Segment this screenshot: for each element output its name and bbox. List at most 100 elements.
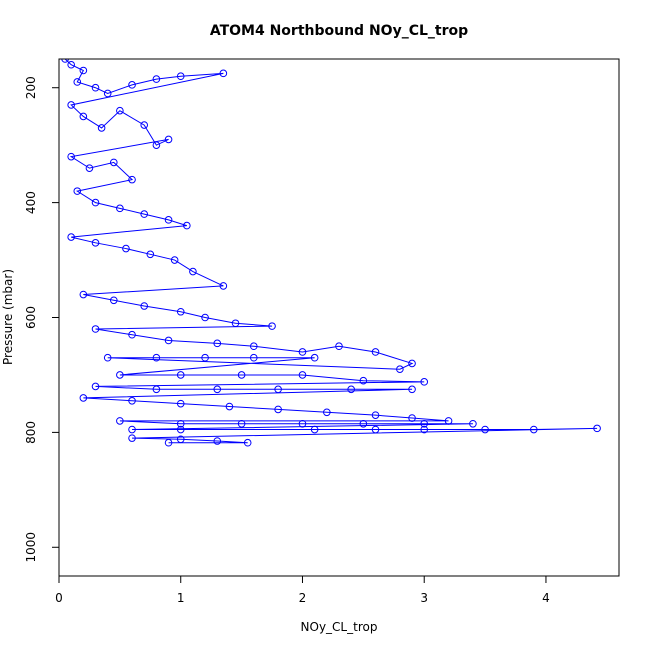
data-point	[152, 353, 161, 362]
data-point	[91, 83, 100, 92]
data-point	[67, 152, 75, 161]
x-tick-label: 0	[55, 591, 63, 605]
data-point	[347, 385, 355, 394]
data-series	[61, 59, 601, 447]
data-point	[128, 434, 136, 442]
data-point	[85, 164, 94, 172]
data-point	[91, 325, 100, 333]
data-point	[116, 417, 124, 425]
x-tick-label: 4	[542, 591, 550, 605]
data-point	[128, 425, 136, 434]
data-point	[420, 419, 429, 428]
data-point	[469, 419, 477, 428]
data-point	[164, 336, 173, 345]
data-point	[91, 198, 100, 207]
data-point	[152, 75, 161, 83]
data-point	[371, 348, 380, 356]
data-point	[201, 313, 209, 322]
data-point	[213, 385, 222, 394]
data-point	[420, 378, 429, 386]
data-point	[164, 135, 173, 144]
data-point	[79, 290, 88, 299]
data-point	[189, 267, 197, 276]
data-point	[146, 250, 155, 259]
data-point	[310, 353, 319, 362]
x-tick-label: 1	[177, 591, 185, 605]
plot-frame	[58, 58, 620, 577]
data-point	[152, 141, 161, 149]
y-tick-label: 800	[24, 421, 38, 444]
data-point	[176, 72, 185, 81]
x-axis-label: NOy_CL_trop	[301, 620, 378, 634]
data-point	[213, 437, 222, 445]
data-point	[444, 417, 453, 425]
y-tick-label: 200	[24, 76, 38, 99]
data-point	[103, 89, 112, 98]
data-point	[323, 408, 331, 417]
data-point	[79, 112, 88, 121]
data-point	[176, 307, 185, 316]
data-point	[79, 394, 88, 402]
data-point	[593, 424, 601, 433]
data-point	[67, 60, 75, 69]
data-point	[420, 425, 429, 434]
data-point	[79, 66, 88, 75]
data-point	[298, 348, 307, 356]
data-point	[128, 330, 136, 339]
data-point	[97, 124, 106, 132]
data-point	[298, 371, 307, 379]
data-point	[91, 382, 100, 391]
data-point	[91, 239, 100, 247]
data-point	[128, 81, 136, 89]
data-point	[359, 419, 368, 428]
data-point	[408, 385, 416, 394]
data-point	[73, 78, 82, 86]
data-point	[73, 187, 82, 195]
series-line	[64, 59, 598, 444]
data-point	[122, 244, 130, 253]
data-point	[128, 175, 136, 184]
data-point	[183, 221, 191, 230]
data-point	[116, 371, 124, 379]
data-point	[298, 419, 307, 428]
data-point	[219, 69, 228, 78]
data-point	[335, 342, 343, 351]
data-point	[67, 233, 75, 241]
data-point	[103, 353, 112, 362]
data-point	[164, 438, 173, 447]
y-axis: 200 400 600 800 1000	[24, 76, 60, 563]
data-point	[359, 376, 368, 385]
data-point	[152, 385, 161, 394]
data-point	[176, 425, 185, 434]
data-point	[164, 216, 173, 224]
data-point	[274, 405, 282, 414]
y-tick-label: 600	[24, 306, 38, 329]
data-point	[109, 158, 118, 167]
data-point	[408, 359, 416, 368]
data-point	[176, 371, 185, 379]
data-point	[481, 425, 489, 434]
data-point	[140, 210, 149, 218]
data-point	[109, 296, 118, 305]
data-point	[225, 402, 234, 411]
y-tick-label: 400	[24, 191, 38, 214]
data-point	[213, 339, 222, 348]
data-point	[140, 121, 149, 129]
data-point	[237, 371, 246, 379]
data-point	[116, 106, 124, 115]
data-point	[116, 204, 124, 213]
data-point	[274, 385, 282, 394]
x-axis: 0 1 2 3 4	[55, 575, 550, 605]
data-point	[176, 399, 185, 408]
data-point	[140, 302, 149, 310]
data-point	[371, 425, 380, 434]
y-tick-label: 1000	[24, 532, 38, 563]
data-point	[249, 342, 258, 351]
data-point	[371, 411, 380, 419]
data-point	[268, 322, 276, 330]
data-point	[408, 414, 416, 422]
chart-title: ATOM4 Northbound NOy_CL_trop	[210, 23, 468, 39]
data-point	[219, 282, 228, 290]
data-point	[176, 419, 185, 428]
